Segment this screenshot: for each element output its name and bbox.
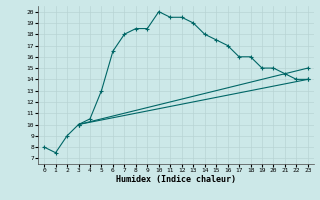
X-axis label: Humidex (Indice chaleur): Humidex (Indice chaleur) xyxy=(116,175,236,184)
